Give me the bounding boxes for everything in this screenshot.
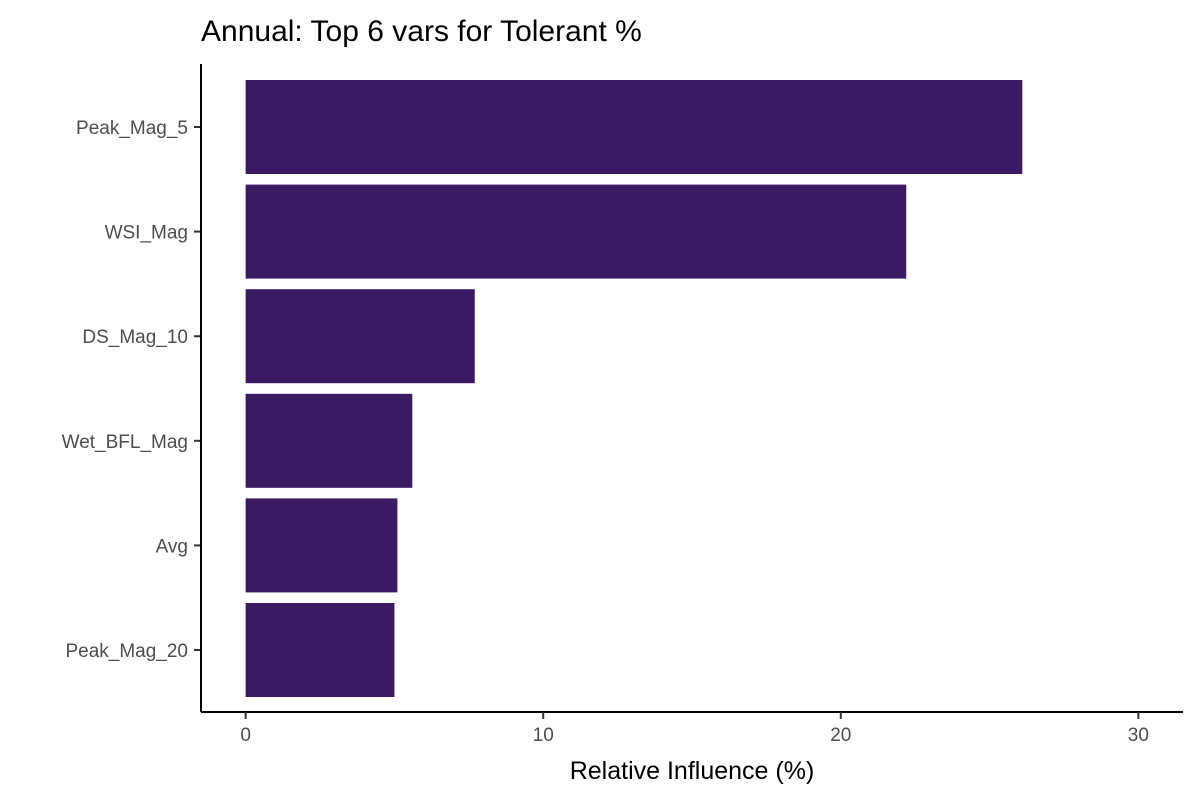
x-tick-label: 20	[830, 725, 851, 746]
y-tick-label: Wet_BFL_Mag	[62, 432, 188, 453]
bars-group	[245, 80, 1023, 697]
x-tick-label: 30	[1128, 725, 1149, 746]
x-axis: 0 10 20 30	[201, 711, 1183, 746]
y-tick-label: DS_Mag_10	[82, 327, 188, 348]
bar-peak-mag-5	[245, 80, 1023, 174]
x-tick-label: 10	[533, 725, 554, 746]
y-tick-label: Peak_Mag_5	[76, 118, 188, 139]
bar-wsi-mag	[245, 184, 907, 279]
y-tick-label: Peak_Mag_20	[65, 641, 188, 662]
y-axis: Peak_Mag_5 WSI_Mag DS_Mag_10 Wet_BFL_Mag Avg…	[62, 64, 202, 712]
bar-ds-mag-10	[245, 289, 475, 384]
y-tick-label: Avg	[156, 536, 188, 557]
x-axis-label: Relative Influence (%)	[570, 757, 815, 785]
y-tick-label: WSI_Mag	[105, 223, 188, 244]
bar-wet-bfl-mag	[245, 393, 413, 488]
bar-avg	[245, 498, 398, 593]
chart-title: Annual: Top 6 vars for Tolerant %	[201, 15, 642, 48]
x-tick-label: 0	[240, 725, 251, 746]
bar-peak-mag-20	[245, 603, 395, 697]
